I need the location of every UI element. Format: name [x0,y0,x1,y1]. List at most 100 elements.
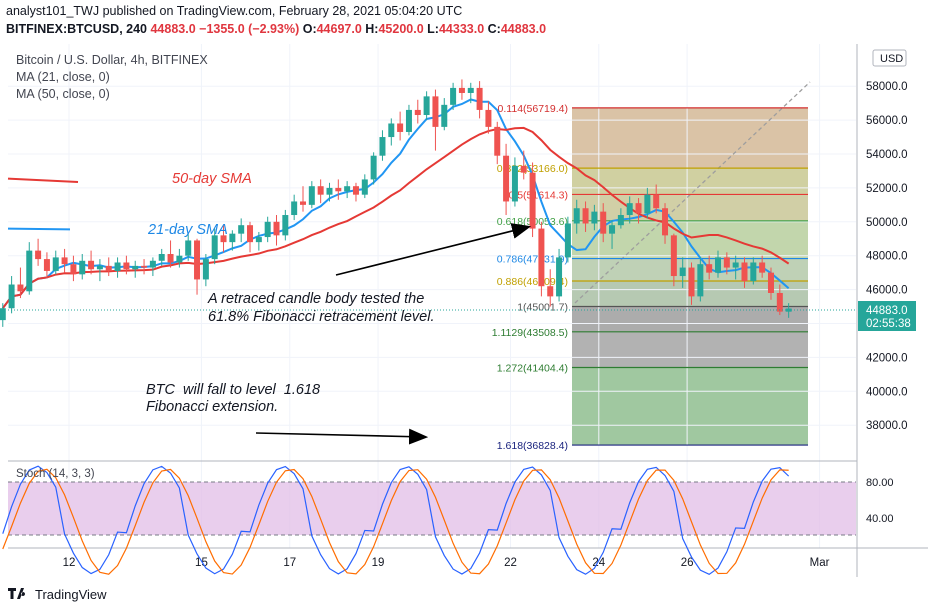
open-label: O: [302,22,317,36]
candle-body [485,109,492,127]
candle-body [220,235,227,243]
candle-body [370,155,377,180]
stoch-level-80: 80.00 [866,477,894,489]
candle-body [26,250,33,292]
candle-body [715,257,722,273]
candle-body [96,265,103,270]
price-change: −1355.0 (−2.93%) [199,22,300,36]
candle-body [511,165,518,202]
last-price-tag [858,301,916,331]
price-axis-labels: 58000.0 56000.0 54000.0 52000.0 50000.0 48000… [866,81,908,432]
candle-body [132,265,139,270]
candle-body [264,221,271,238]
arrow-to-fib-1618 [255,428,429,445]
currency-badge [872,49,907,67]
candle-body [105,265,112,271]
time-tick-label: 22 [504,557,517,569]
price-tick-label: 38000.0 [866,420,908,432]
candle-body [732,262,739,268]
stoch-legend[interactable]: Stoch (14, 3, 3) [16,468,95,480]
fib-zone-1 [572,168,808,195]
annotation-btc-fall: BTC will fall to level 1.618 Fibonacci e… [146,382,321,415]
low-value: 44333.0 [438,22,485,36]
high-value: 45200.0 [378,22,424,36]
annotation-retrace: A retraced candle body tested the 61.8% … [208,291,435,325]
fib-level-label: 1.1129(43508.5) [492,327,568,339]
tradingview-wordmark: TradingView [35,587,107,602]
candle-body [520,165,527,173]
fib-level-label: 1(45001.7) [517,302,568,314]
candle-body [538,228,545,287]
candle-body [388,123,395,138]
candle-body [476,87,483,110]
price-tick-label: 58000.0 [866,81,908,93]
close-value: 44883.0 [500,22,547,36]
stoch-d-line [2,468,789,575]
candlesticks [0,79,792,327]
grid [8,44,856,548]
candle-body [423,96,430,116]
legend-ma50[interactable]: MA (50, close, 0) [16,87,110,101]
candle-body [591,211,598,224]
candle-body [361,179,368,195]
candle-body [458,87,465,93]
bar-countdown: 02:55:38 [866,318,911,330]
candle-body [17,284,24,292]
candle-body [326,187,333,195]
candle-body [299,201,306,205]
candle-body [317,186,324,195]
candle-body [8,284,15,309]
price-tick-label: 52000.0 [866,183,908,195]
legend-ma21[interactable]: MA (21, close, 0) [16,70,110,84]
stoch-lines [2,465,790,576]
candle-body [635,203,642,214]
candle-body [211,235,218,260]
low-label: L: [427,22,439,36]
close-label: C: [487,22,501,36]
fib-level-label: 0.114(56719.4) [498,103,568,115]
candle-body [35,250,42,260]
candle-body [547,286,554,297]
candle-body [441,104,448,127]
time-tick-label: Mar [810,557,830,569]
candle-body [450,87,457,105]
candle-body [432,96,439,127]
candle-body [88,260,95,270]
price-tick-label: 50000.0 [866,217,908,229]
candle-body [767,272,774,293]
price-tick-label: 56000.0 [866,115,908,127]
candle-body [149,260,156,268]
fib-zone-8 [572,367,808,446]
fib-level-label: 1.272(41404.4) [497,362,568,374]
fibonacci-zones [572,107,808,446]
fib-zone-0 [572,107,808,169]
candle-body [167,254,174,263]
candle-body [405,109,412,132]
fib-zone-7 [572,331,808,368]
candle-body [503,155,510,202]
tradingview-logo[interactable]: TradingView [8,587,107,602]
candle-body [414,109,421,116]
candle-body [617,215,624,226]
candle-body [202,259,209,280]
candle-body [679,267,686,277]
candle-body [114,262,121,271]
candle-body [194,240,201,280]
candle-body [759,262,766,273]
time-tick-label: 17 [283,557,296,569]
candle-body [609,225,616,234]
tradingview-icon [8,587,26,599]
candle-body [688,267,695,297]
candle-body [626,203,633,216]
symbol-ohlc-line: BITFINEX:BTCUSD, 240 44883.0 −1355.0 (−2… [6,22,546,36]
candle-body [158,254,165,261]
candle-body [582,208,589,224]
legend-symbol: Bitcoin / U.S. Dollar, 4h, BITFINEX [16,53,208,67]
time-tick-label: 26 [681,557,694,569]
candle-body [750,262,757,282]
candle-body [52,257,59,271]
stoch-level-40: 40.00 [866,513,894,525]
symbol-label: BITFINEX:BTCUSD, 240 [6,22,147,36]
last-price: 44883.0 [150,22,196,36]
